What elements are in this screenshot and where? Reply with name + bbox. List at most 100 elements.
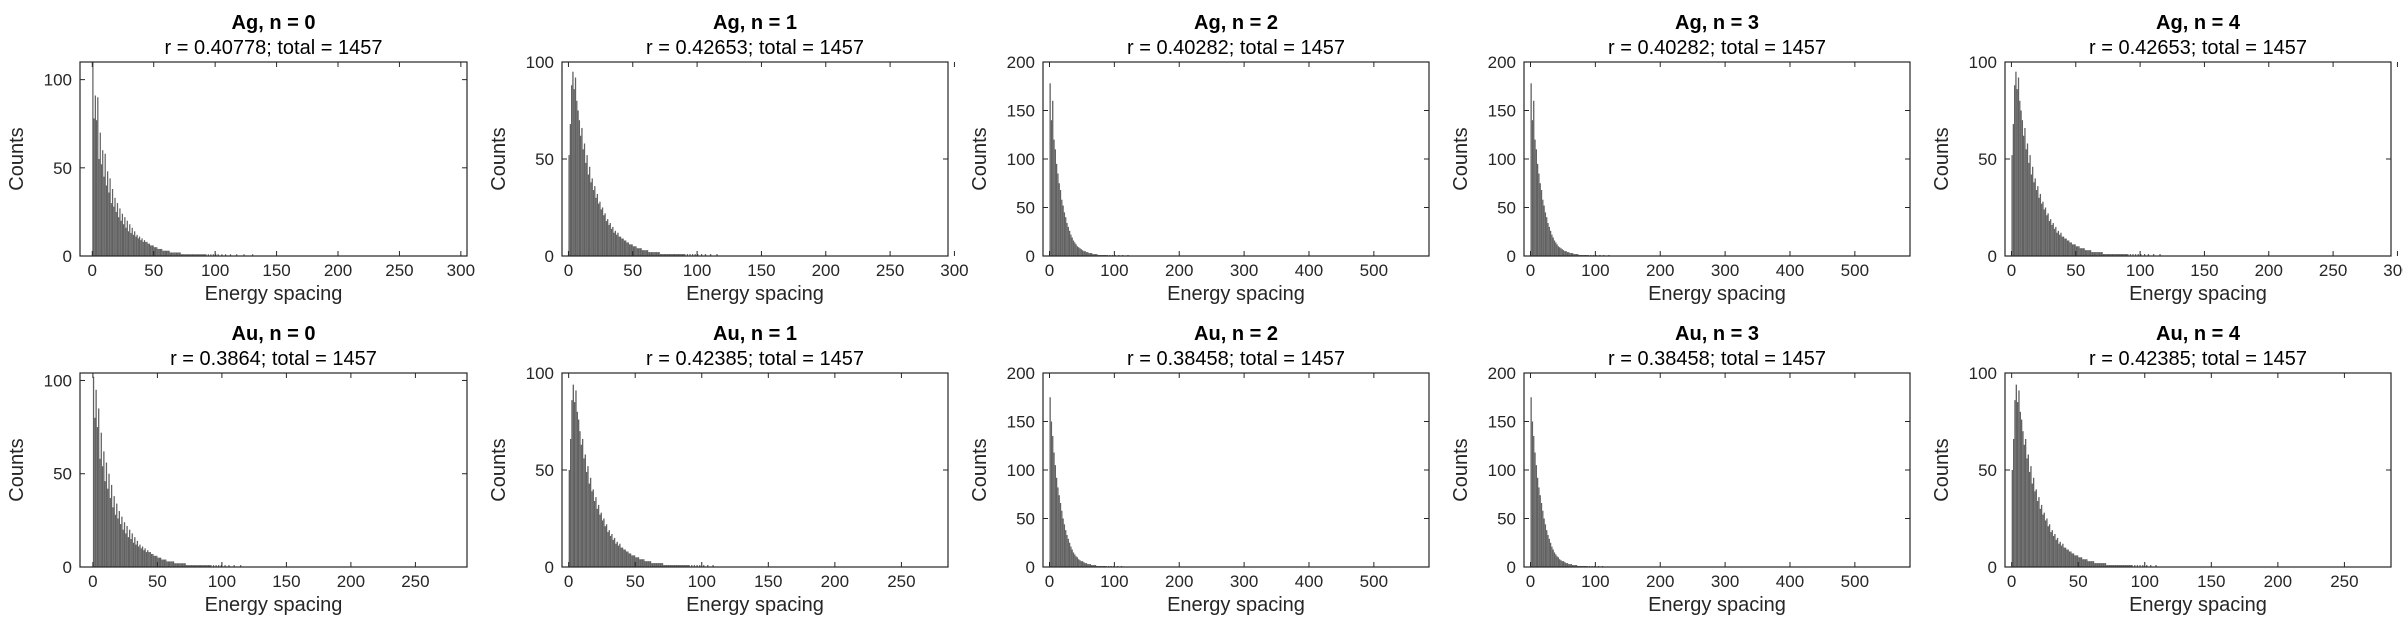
histogram-bar — [2062, 236, 2065, 256]
histogram-bar — [2084, 250, 2087, 256]
histogram-bar — [1575, 254, 1578, 256]
histogram-bar — [571, 85, 573, 256]
histogram-bar — [1572, 253, 1574, 256]
histogram-bar — [1059, 502, 1062, 567]
histogram-bar — [185, 254, 187, 256]
histogram-bar — [1542, 510, 1544, 567]
histogram-bar — [2150, 565, 2152, 567]
histogram-bar — [154, 247, 157, 256]
x-tick-label: 150 — [272, 572, 300, 591]
histogram-bar — [173, 252, 175, 256]
histogram-bar — [1569, 564, 1571, 567]
histogram-bar — [1530, 397, 1532, 567]
histogram-bar — [180, 254, 182, 256]
histogram-bar — [137, 238, 139, 256]
histogram-bar — [684, 565, 686, 567]
histogram-bar — [1049, 83, 1051, 256]
histogram-bar — [94, 95, 96, 256]
histogram-bar — [1052, 436, 1054, 567]
histogram-bar — [1564, 562, 1566, 567]
histogram-bar — [1057, 173, 1059, 256]
histogram-bar — [172, 561, 175, 567]
histogram-bar — [607, 532, 609, 567]
histogram-bar — [107, 171, 109, 256]
y-tick-label: 100 — [1007, 461, 1035, 480]
histogram-bar — [2107, 254, 2110, 256]
histogram-bar — [187, 565, 189, 567]
histogram-bar — [212, 254, 214, 256]
histogram-bar — [2079, 248, 2081, 256]
histogram-bar — [1572, 565, 1574, 567]
y-tick-label: 0 — [1026, 247, 1035, 266]
y-tick-label: 200 — [1488, 53, 1516, 72]
histogram-bar — [233, 565, 235, 567]
x-tick-label: 500 — [1841, 572, 1869, 591]
x-tick-label: 100 — [1581, 261, 1609, 280]
histogram-bar — [116, 203, 119, 256]
histogram-bar — [1546, 530, 1548, 567]
histogram-bar — [613, 232, 615, 256]
x-axis-label: Energy spacing — [205, 283, 343, 305]
x-tick-label: 50 — [148, 572, 167, 591]
histogram-bar — [1549, 230, 1552, 256]
histogram-bar — [1552, 237, 1554, 256]
histogram-bar — [636, 248, 638, 256]
histogram-bar — [663, 565, 665, 567]
histogram-bar — [1054, 149, 1056, 256]
histogram-bar — [2050, 219, 2052, 256]
histogram-bar — [688, 565, 690, 567]
x-tick-label: 400 — [1776, 261, 1804, 280]
x-tick-label: 150 — [2190, 261, 2218, 280]
histogram-bar — [115, 211, 117, 256]
histogram-bar — [1054, 465, 1056, 567]
panel-title: Au, n = 4 — [2156, 323, 2241, 345]
histogram-bar — [195, 254, 197, 256]
histogram-bar — [616, 541, 618, 567]
histogram-bar — [2116, 254, 2119, 256]
histogram-bar — [1551, 546, 1553, 567]
histogram-bar — [2015, 71, 2017, 256]
histogram-bar — [716, 254, 718, 256]
histogram-bar — [179, 563, 181, 567]
histogram-bar — [621, 238, 623, 256]
histogram-bar — [680, 254, 682, 256]
plot-frame — [1523, 372, 1911, 568]
histogram-bar — [1566, 252, 1569, 256]
histogram-bar — [102, 150, 104, 256]
histogram-bar — [1050, 120, 1053, 256]
histogram-bar — [112, 507, 114, 567]
histogram-bar — [643, 559, 645, 567]
y-tick-label: 100 — [44, 71, 72, 90]
histogram-bar — [2014, 400, 2016, 567]
histogram-bar — [707, 565, 709, 567]
x-tick-label: 0 — [564, 261, 573, 280]
histogram-bar — [664, 565, 666, 567]
y-axis-label: Counts — [969, 438, 991, 501]
histogram-bar — [200, 254, 202, 256]
histogram-bar — [98, 408, 100, 567]
histogram-bar — [1570, 564, 1573, 567]
histogram-bar — [1577, 254, 1579, 256]
histogram-bar — [2067, 549, 2069, 567]
histogram-bar — [2046, 518, 2048, 567]
histogram-bar — [176, 563, 179, 567]
histogram-bar — [147, 550, 149, 567]
panel-subtitle: r = 0.42385; total = 1457 — [2089, 348, 2307, 370]
y-tick-label: 50 — [1016, 199, 1035, 218]
histogram-bar — [1081, 561, 1084, 567]
histogram-bar — [1560, 248, 1562, 256]
histogram-bar — [239, 565, 242, 567]
histogram-bar — [665, 565, 668, 567]
panel-title: Au, n = 1 — [713, 323, 797, 345]
histogram-bar — [1050, 421, 1053, 567]
histogram-bar — [613, 537, 616, 567]
histogram-bar — [212, 565, 215, 567]
histogram-bar — [661, 563, 664, 567]
histogram-bar — [111, 188, 114, 256]
histogram-bar — [207, 565, 209, 567]
histogram-bar — [2040, 504, 2043, 567]
histogram-bar — [632, 555, 634, 567]
histogram-bar — [2038, 197, 2040, 256]
histogram-bar — [103, 451, 105, 567]
y-tick-label: 100 — [1007, 150, 1035, 169]
